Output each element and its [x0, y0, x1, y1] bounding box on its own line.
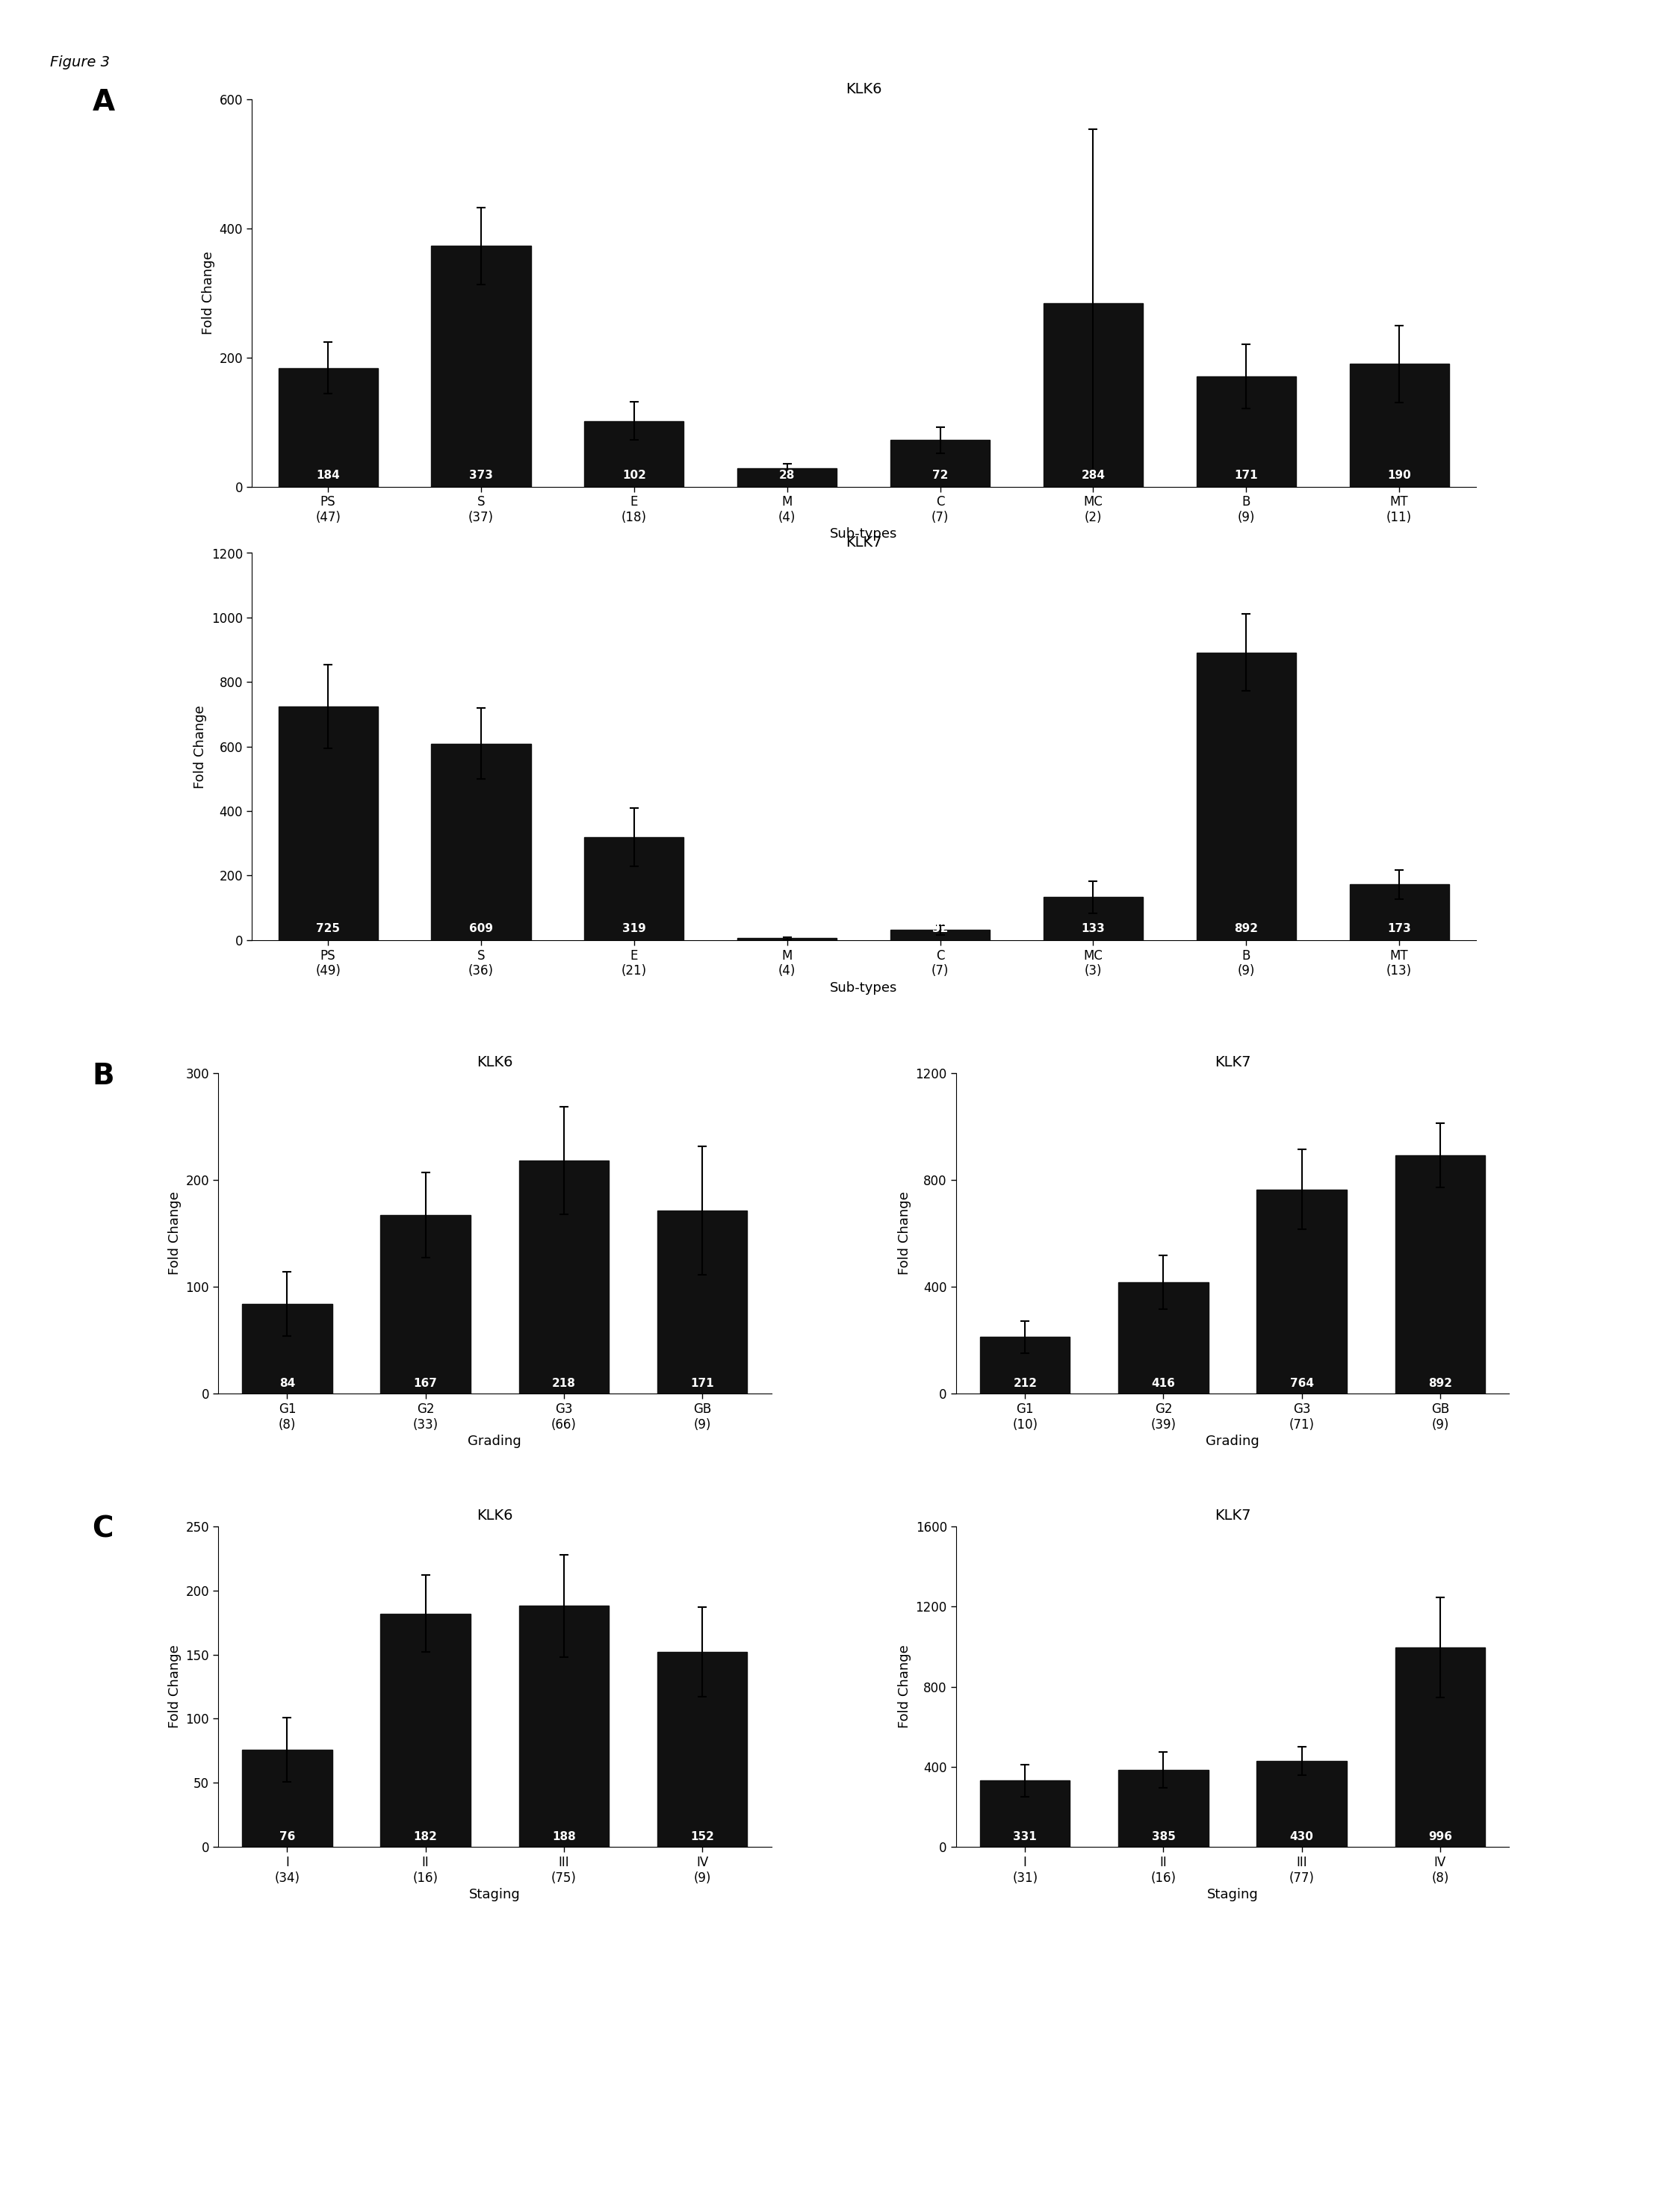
Title: KLK7: KLK7 [1214, 1509, 1251, 1524]
X-axis label: Sub-types: Sub-types [830, 980, 897, 995]
Bar [979, 1336, 1070, 1394]
Title: KLK6: KLK6 [845, 82, 882, 97]
Bar [1119, 1283, 1209, 1394]
Text: 6: 6 [783, 922, 792, 933]
Y-axis label: Fold Change: Fold Change [168, 1192, 181, 1274]
Text: 173: 173 [1387, 922, 1410, 933]
Bar [657, 1210, 748, 1394]
Text: A: A [92, 88, 114, 117]
Bar [278, 367, 377, 487]
Bar [1256, 1761, 1347, 1847]
Text: 284: 284 [1082, 469, 1105, 480]
Text: 184: 184 [317, 469, 340, 480]
Text: Figure 3: Figure 3 [50, 55, 111, 69]
Text: 385: 385 [1152, 1832, 1176, 1843]
Text: C: C [92, 1515, 114, 1544]
Bar [890, 929, 989, 940]
X-axis label: Staging: Staging [1207, 1887, 1258, 1902]
Bar [278, 706, 377, 940]
Bar [979, 1781, 1070, 1847]
Bar [241, 1750, 332, 1847]
Bar [1119, 1770, 1209, 1847]
Text: 996: 996 [1429, 1832, 1452, 1843]
Text: 152: 152 [691, 1832, 714, 1843]
Text: 102: 102 [622, 469, 646, 480]
Bar [241, 1303, 332, 1394]
Text: 764: 764 [1290, 1378, 1313, 1389]
Text: 171: 171 [691, 1378, 714, 1389]
Bar [381, 1214, 471, 1394]
Bar [1196, 653, 1296, 940]
Bar [1395, 1648, 1486, 1847]
Bar [1350, 365, 1449, 487]
Text: 188: 188 [552, 1832, 575, 1843]
Text: 133: 133 [1082, 922, 1105, 933]
Bar [518, 1161, 609, 1394]
Y-axis label: Fold Change: Fold Change [201, 252, 215, 334]
Bar [431, 743, 532, 940]
Text: 84: 84 [280, 1378, 295, 1389]
Text: 892: 892 [1429, 1378, 1452, 1389]
X-axis label: Grading: Grading [468, 1433, 522, 1449]
Bar [1043, 898, 1144, 940]
Bar [1196, 376, 1296, 487]
Text: 331: 331 [1013, 1832, 1036, 1843]
X-axis label: Sub-types: Sub-types [830, 526, 897, 542]
Bar [584, 420, 684, 487]
Bar [1395, 1155, 1486, 1394]
Text: B: B [92, 1062, 114, 1091]
Text: 319: 319 [622, 922, 646, 933]
Bar [1350, 885, 1449, 940]
Text: 167: 167 [414, 1378, 438, 1389]
Text: 430: 430 [1290, 1832, 1313, 1843]
Text: 72: 72 [932, 469, 948, 480]
Text: 212: 212 [1013, 1378, 1036, 1389]
Y-axis label: Fold Change: Fold Change [168, 1646, 181, 1728]
Text: 190: 190 [1387, 469, 1410, 480]
Bar [890, 440, 989, 487]
Text: 28: 28 [780, 469, 795, 480]
Bar [431, 246, 532, 487]
Text: 171: 171 [1234, 469, 1258, 480]
Bar [584, 836, 684, 940]
Title: KLK6: KLK6 [476, 1509, 513, 1524]
Title: KLK6: KLK6 [476, 1055, 513, 1071]
Bar [518, 1606, 609, 1847]
Bar [738, 469, 837, 487]
Text: 182: 182 [414, 1832, 438, 1843]
Y-axis label: Fold Change: Fold Change [897, 1646, 911, 1728]
Y-axis label: Fold Change: Fold Change [897, 1192, 911, 1274]
Title: KLK7: KLK7 [1214, 1055, 1251, 1071]
Text: 609: 609 [470, 922, 493, 933]
Text: 892: 892 [1234, 922, 1258, 933]
X-axis label: Grading: Grading [1206, 1433, 1259, 1449]
Text: 725: 725 [315, 922, 340, 933]
Text: 76: 76 [278, 1832, 295, 1843]
Text: 32: 32 [932, 922, 948, 933]
Title: KLK7: KLK7 [845, 535, 882, 551]
Text: 373: 373 [470, 469, 493, 480]
Bar [381, 1613, 471, 1847]
Y-axis label: Fold Change: Fold Change [193, 706, 206, 787]
Bar [1043, 303, 1144, 487]
Bar [1256, 1190, 1347, 1394]
Text: 416: 416 [1152, 1378, 1176, 1389]
Text: 218: 218 [552, 1378, 575, 1389]
X-axis label: Staging: Staging [470, 1887, 520, 1902]
Bar [657, 1652, 748, 1847]
